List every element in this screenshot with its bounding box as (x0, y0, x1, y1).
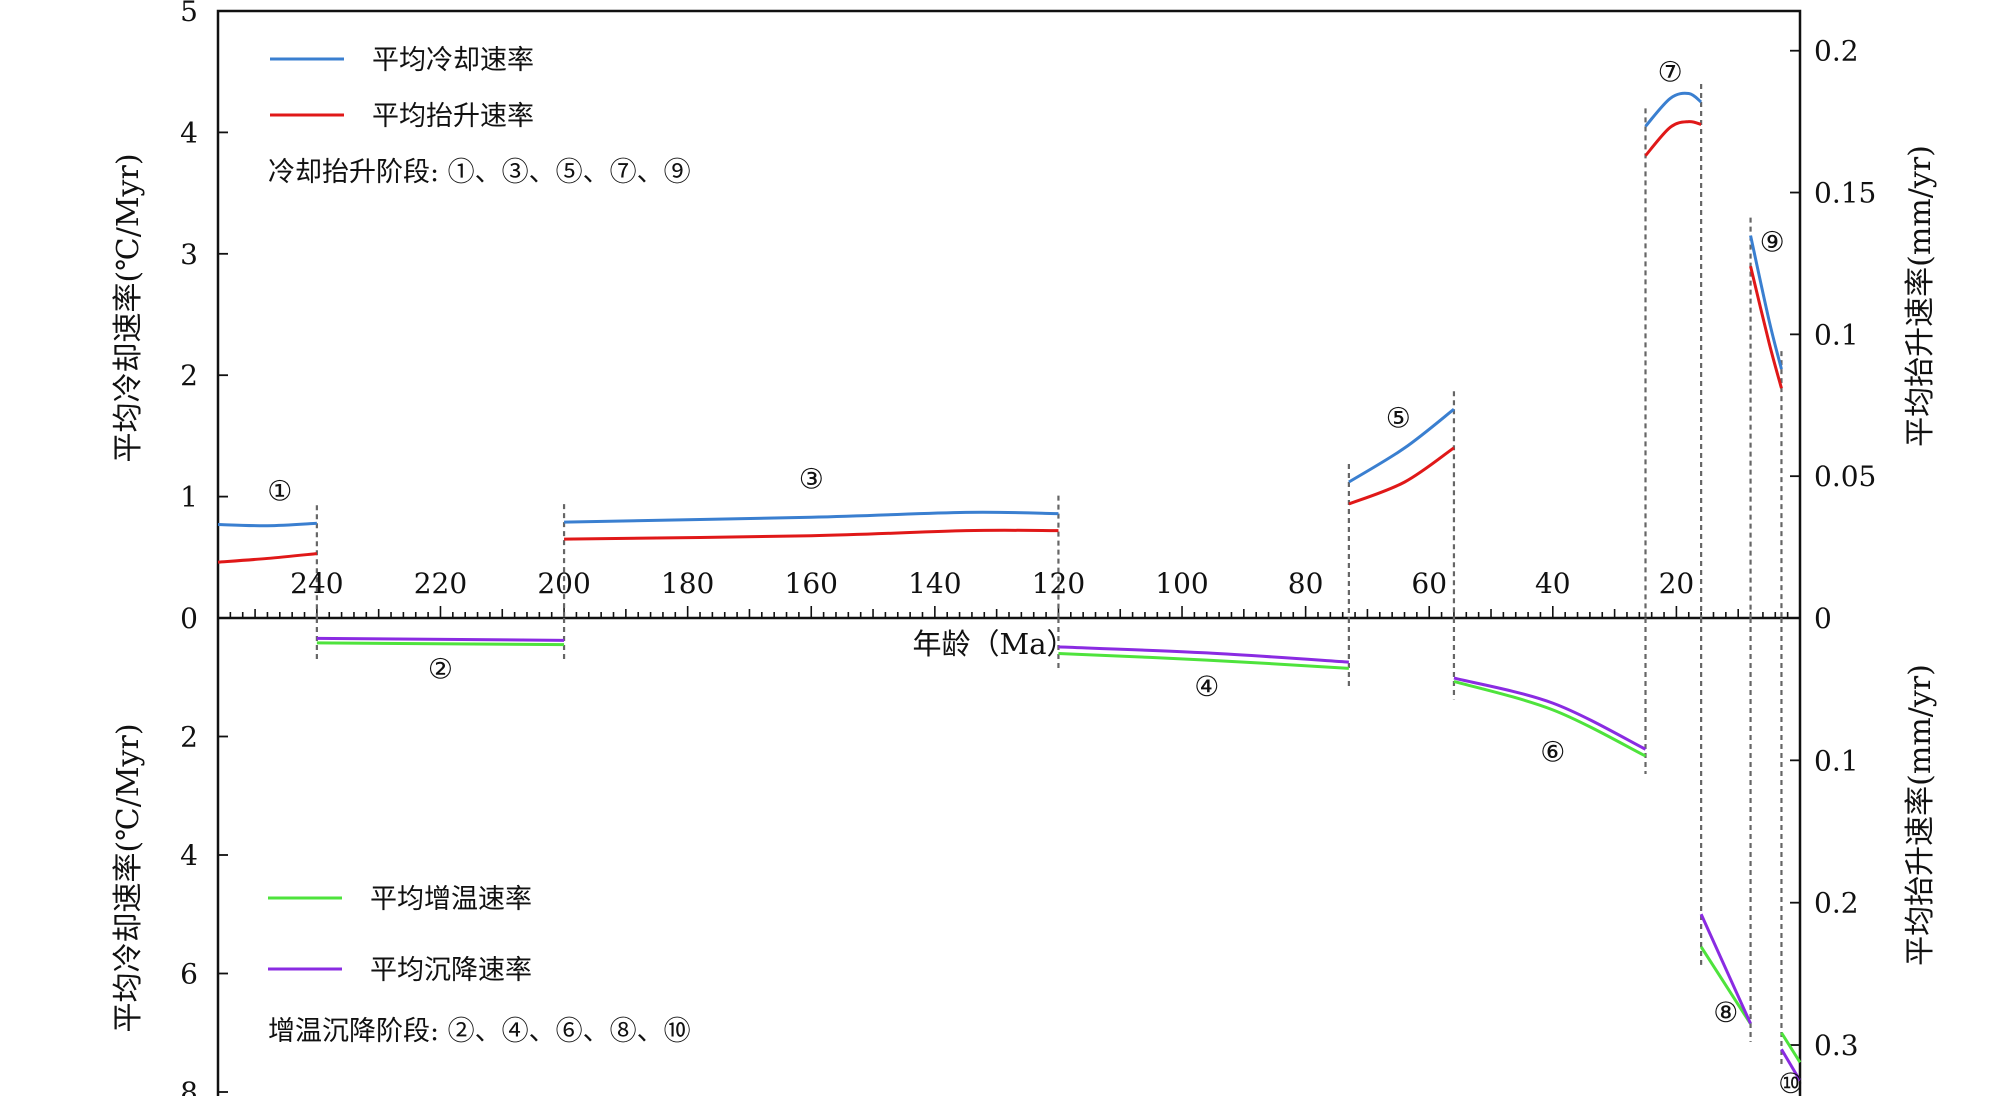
uplift-rate-line (217, 552, 318, 564)
warming-rate-line (316, 641, 565, 647)
lower-right-tick-label: 0.3 (1814, 1029, 1859, 1062)
subsidence-rate-line (1780, 1048, 1802, 1082)
uplift-rate-line (564, 528, 1059, 541)
lower-stage-marker: ② (428, 652, 453, 685)
x-tick-label: 160 (785, 567, 838, 600)
lower-right-axis-title: 平均抬升速率(mm/yr) (1903, 664, 1938, 966)
uplift-rate-line (1644, 120, 1702, 157)
upper-stage-note: 冷却抬升阶段: ①、③、⑤、⑦、⑨ (268, 157, 691, 188)
x-tick-label: 240 (290, 567, 343, 600)
upper-left-tick-label: 4 (180, 116, 198, 149)
x-tick-label: 200 (537, 567, 590, 600)
cooling-rate-line (1749, 235, 1783, 370)
upper-left-tick-label: 5 (180, 0, 198, 28)
upper-left-tick-label: 0 (180, 602, 198, 635)
cooling-rate-line (1348, 408, 1455, 484)
warming-rate-line (1453, 679, 1647, 758)
warming-rate-line (1058, 652, 1349, 670)
lower-stage-marker: ④ (1194, 670, 1219, 703)
x-tick-label: 140 (908, 567, 961, 600)
upper-right-tick-label: 0.05 (1814, 460, 1876, 493)
upper-left-tick-label: 1 (180, 481, 198, 514)
lower-right-tick-label: 0.1 (1814, 744, 1859, 777)
cooling-rate-line (564, 510, 1059, 524)
lower-stage-marker: ⑧ (1713, 996, 1738, 1029)
lower-right-tick-label: 0.2 (1814, 887, 1859, 920)
legend-label-uplift: 平均抬升速率 (372, 101, 534, 132)
upper-right-tick-label: 0.15 (1814, 177, 1876, 210)
x-tick-label: 80 (1288, 567, 1324, 600)
lower-left-tick-label: 8 (180, 1076, 198, 1096)
upper-right-axis-title: 平均抬升速率(mm/yr) (1903, 145, 1938, 447)
lower-legend: 平均增温速率 平均沉降速率 增温沉降阶段: ②、④、⑥、⑧、⑩ (268, 884, 691, 1047)
warming-rate-line (1780, 1031, 1802, 1064)
cooling-rate-line (1644, 91, 1703, 128)
lower-left-tick-label: 4 (180, 839, 198, 872)
upper-stage-marker: ① (267, 475, 292, 508)
upper-stage-marker: ⑦ (1658, 56, 1683, 89)
x-tick-label: 20 (1659, 567, 1695, 600)
subsidence-rate-line (1699, 913, 1752, 1025)
upper-right-tick-label: 0.2 (1814, 35, 1859, 68)
x-axis-title: 年龄（Ma） (913, 627, 1076, 661)
plot-frame (216, 9, 1802, 1096)
legend-label-warming: 平均增温速率 (370, 884, 532, 915)
uplift-rate-line (1749, 265, 1783, 389)
lower-stage-marker: ⑩ (1778, 1067, 1803, 1096)
lower-left-axis-title: 平均冷却速率(℃/Myr) (111, 723, 146, 1032)
lower-stage-note: 增温沉降阶段: ②、④、⑥、⑧、⑩ (268, 1016, 691, 1047)
upper-left-tick-label: 2 (180, 359, 198, 392)
x-tick-label: 100 (1155, 567, 1208, 600)
upper-left-axis-title: 平均冷却速率(℃/Myr) (111, 153, 146, 462)
legend-label-cooling: 平均冷却速率 (372, 45, 534, 76)
uplift-rate-line (1348, 446, 1455, 506)
subsidence-rate-line (1453, 676, 1647, 751)
x-tick-label: 60 (1411, 567, 1447, 600)
upper-left-tick-label: 3 (180, 238, 198, 271)
lower-left-tick-label: 2 (180, 721, 198, 754)
warming-rate-line (1699, 946, 1752, 1025)
upper-stage-marker: ⑤ (1386, 402, 1411, 435)
cooling-rate-line (217, 521, 317, 528)
x-tick-label: 120 (1032, 567, 1085, 600)
upper-legend: 平均冷却速率 平均抬升速率 冷却抬升阶段: ①、③、⑤、⑦、⑨ (268, 45, 691, 188)
upper-stage-marker: ⑨ (1760, 226, 1785, 259)
x-tick-label: 40 (1535, 567, 1571, 600)
lower-left-tick-label: 6 (180, 958, 198, 991)
x-tick-label: 220 (414, 567, 467, 600)
upper-stage-marker: ③ (799, 462, 824, 495)
upper-right-tick-label: 0 (1814, 602, 1832, 635)
subsidence-rate-line (316, 636, 565, 642)
lower-stage-marker: ⑥ (1540, 735, 1565, 768)
upper-right-tick-label: 0.1 (1814, 318, 1859, 351)
x-tick-label: 180 (661, 567, 714, 600)
legend-label-subsidence: 平均沉降速率 (370, 955, 532, 986)
subsidence-rate-line (1058, 645, 1349, 664)
